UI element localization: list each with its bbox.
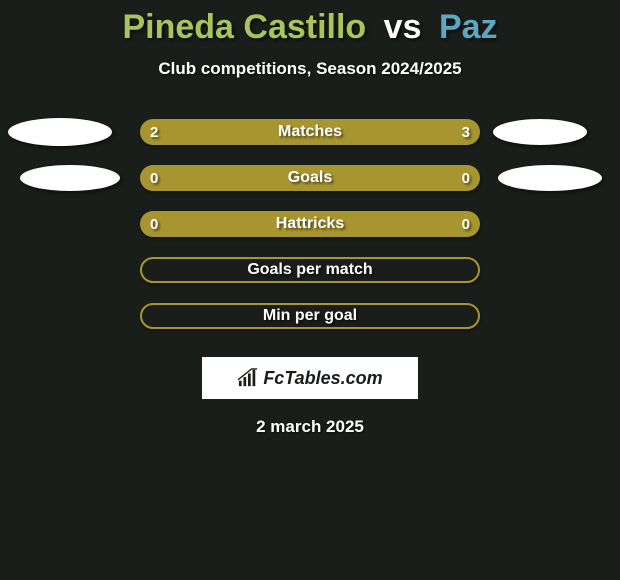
title-vs: vs bbox=[384, 8, 422, 46]
stat-bar-outline bbox=[140, 303, 480, 329]
stat-value-left: 0 bbox=[150, 211, 158, 237]
stat-bar-outline bbox=[140, 257, 480, 283]
stat-row: Goals per match bbox=[0, 247, 620, 293]
logo-box: FcTables.com bbox=[202, 357, 418, 399]
player1-photo-placeholder bbox=[8, 118, 112, 146]
stat-value-right: 0 bbox=[462, 165, 470, 191]
logo-text: FcTables.com bbox=[263, 368, 382, 389]
stat-value-left: 0 bbox=[150, 165, 158, 191]
player2-name: Paz bbox=[439, 8, 498, 46]
stat-bar bbox=[140, 165, 480, 191]
player1-photo-placeholder bbox=[20, 165, 120, 191]
stat-row: 00Hattricks bbox=[0, 201, 620, 247]
stat-bar bbox=[140, 119, 480, 145]
bar-chart-icon bbox=[237, 368, 259, 388]
date-text: 2 march 2025 bbox=[0, 417, 620, 437]
stat-value-right: 0 bbox=[462, 211, 470, 237]
comparison-title: Pineda Castillo vs Paz bbox=[0, 0, 620, 47]
chart-area: 23Matches00Goals00HattricksGoals per mat… bbox=[0, 109, 620, 339]
stat-row: Min per goal bbox=[0, 293, 620, 339]
stat-value-left: 2 bbox=[150, 119, 158, 145]
player2-photo-placeholder bbox=[498, 165, 602, 191]
stat-bar bbox=[140, 211, 480, 237]
subtitle: Club competitions, Season 2024/2025 bbox=[0, 59, 620, 79]
stat-value-right: 3 bbox=[462, 119, 470, 145]
player2-photo-placeholder bbox=[493, 119, 587, 145]
player1-name: Pineda Castillo bbox=[122, 8, 366, 46]
